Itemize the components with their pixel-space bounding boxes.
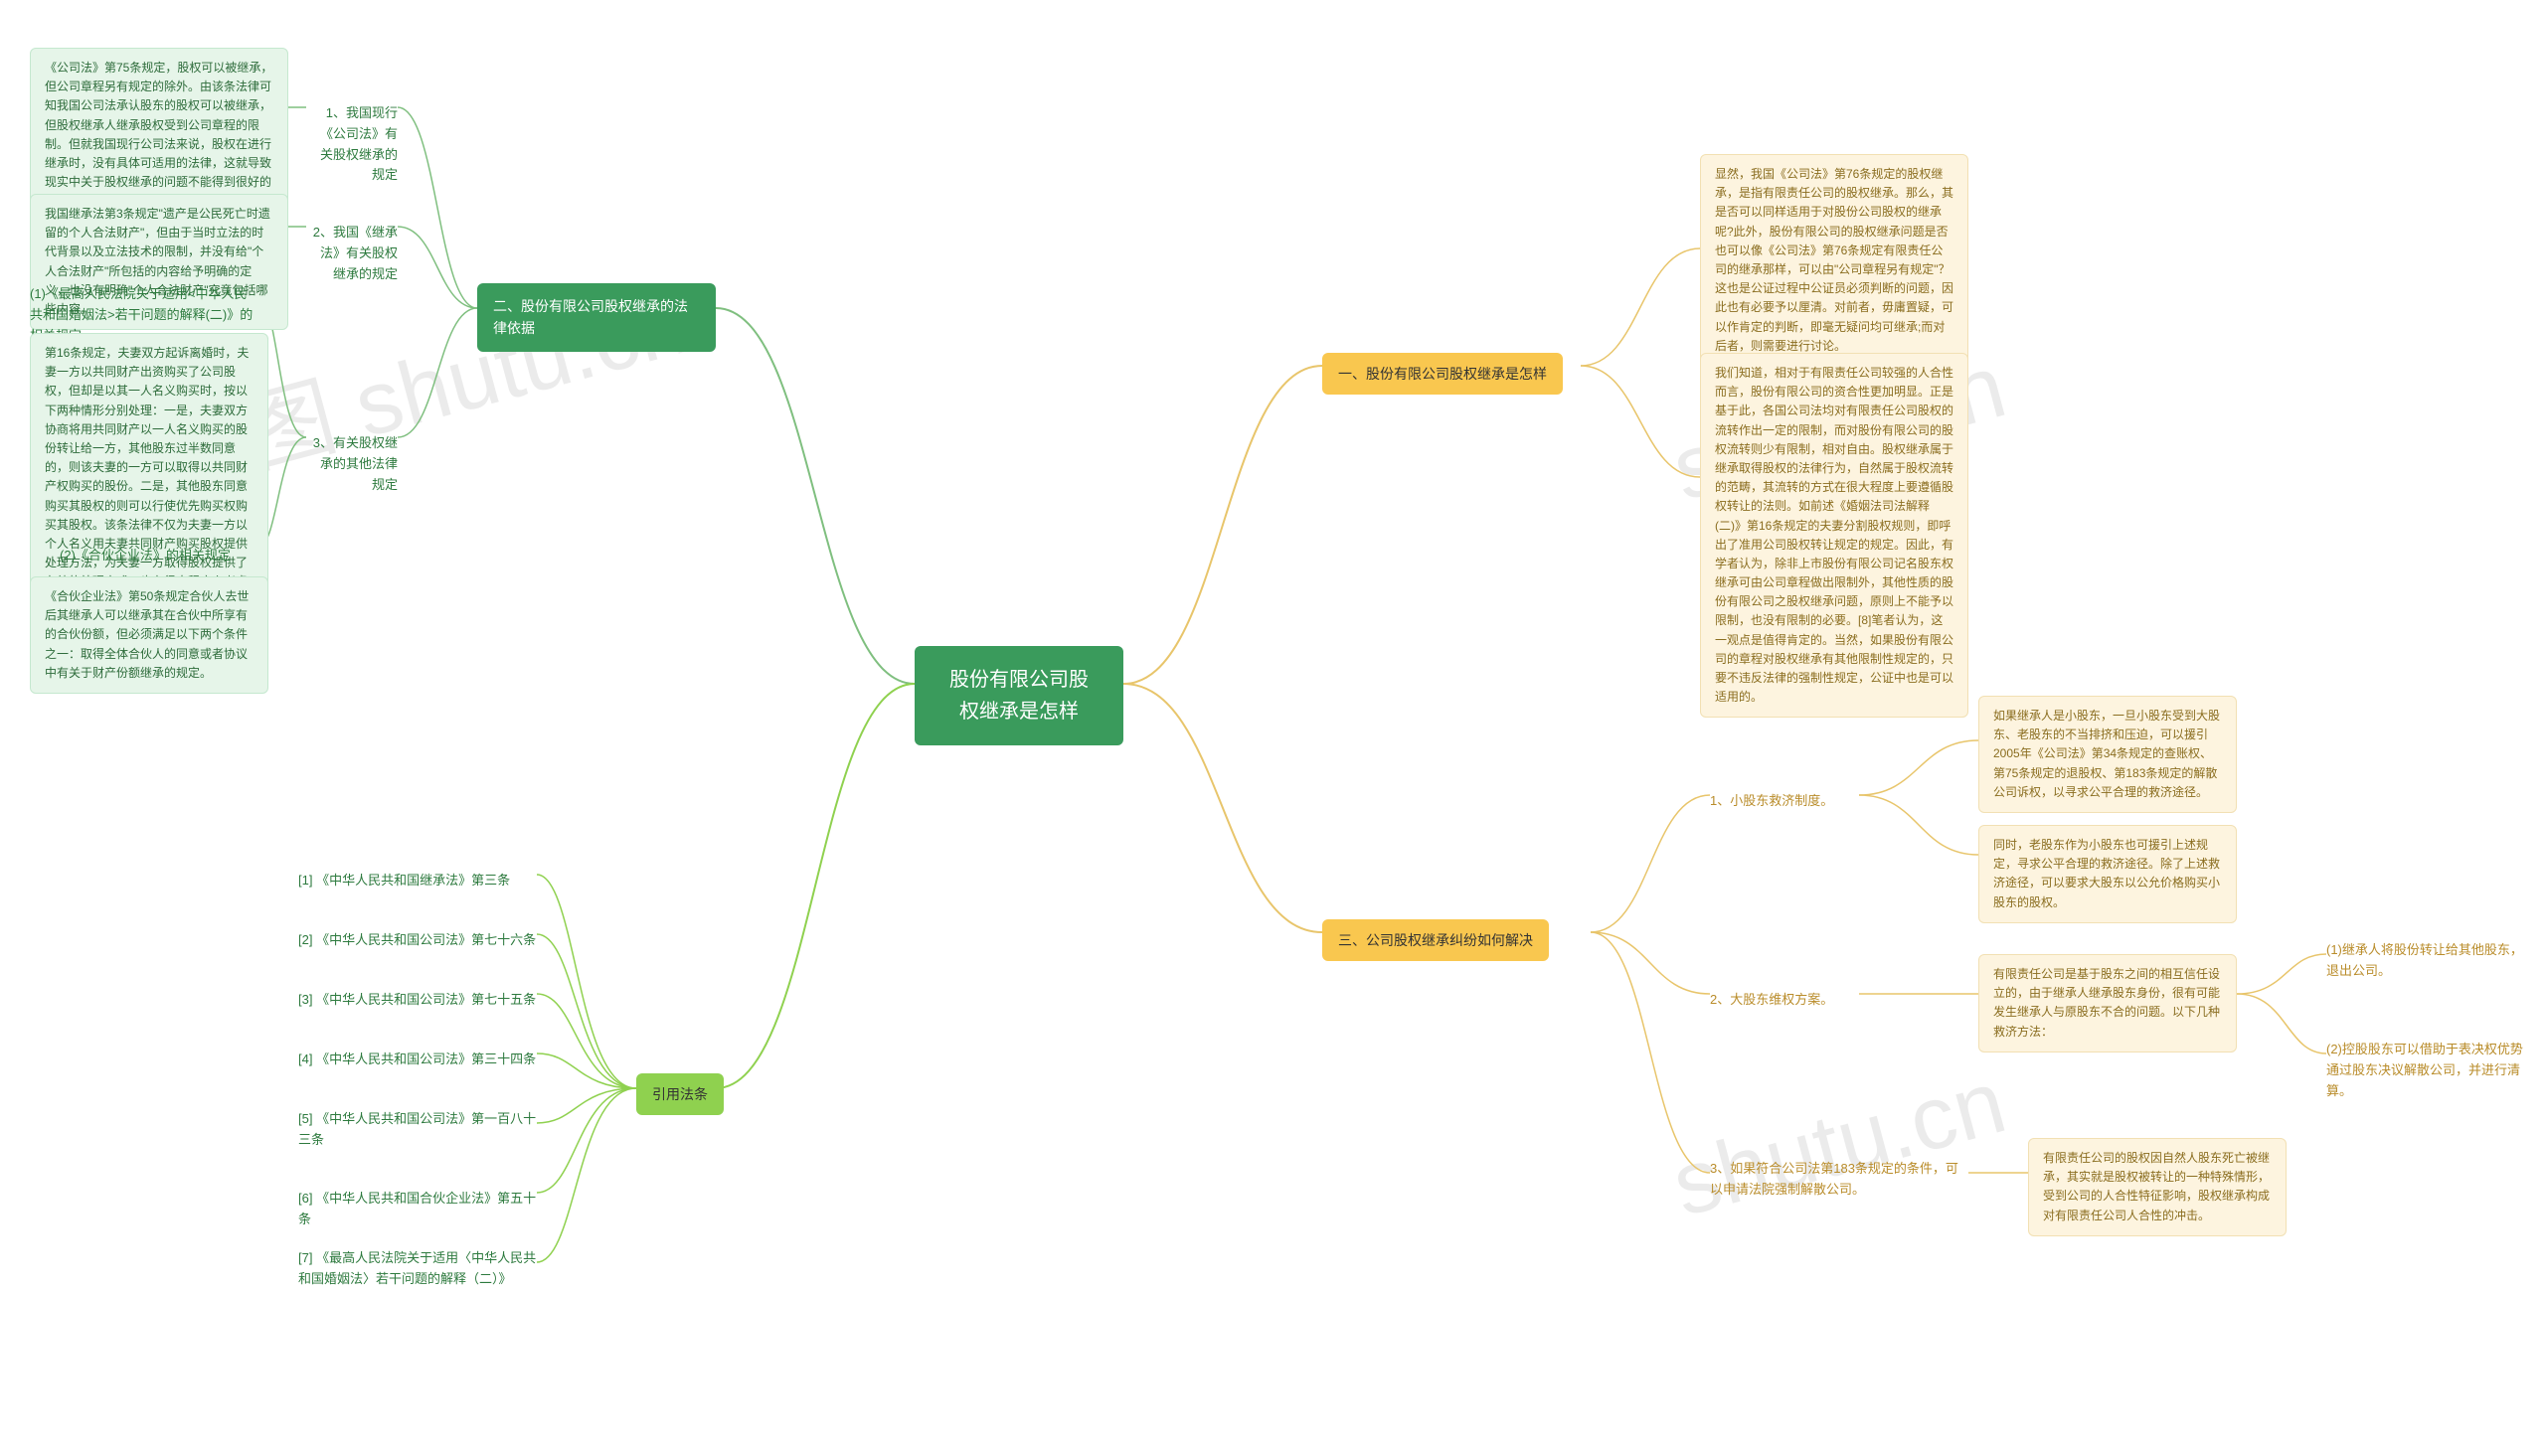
law-item-7: [7] 《最高人民法院关于适用〈中华人民共和国婚姻法〉若干问题的解释（二）》 bbox=[298, 1242, 537, 1296]
branch3-item3-leaf: 有限责任公司的股权因自然人股东死亡被继承，其实就是股权被转让的一种特殊情形，受到… bbox=[2028, 1138, 2287, 1236]
law-item-4: [4] 《中华人民共和国公司法》第三十四条 bbox=[298, 1044, 537, 1076]
branch3-item3-label: 3、如果符合公司法第183条规定的条件，可以申请法院强制解散公司。 bbox=[1710, 1153, 1968, 1207]
label-text: 2、我国《继承法》有关股权继承的规定 bbox=[313, 225, 398, 281]
law-item-1: [1] 《中华人民共和国继承法》第三条 bbox=[298, 865, 537, 897]
branch2-item3-label: 3、有关股权继承的其他法律规定 bbox=[308, 427, 398, 501]
branch2-item1-label: 1、我国现行《公司法》有关股权继承的规定 bbox=[308, 97, 398, 192]
center-node: 股份有限公司股权继承是怎样 bbox=[915, 646, 1123, 745]
label-text: 1、我国现行《公司法》有关股权继承的规定 bbox=[320, 105, 398, 182]
branch3-title: 三、公司股权继承纠纷如何解决 bbox=[1322, 919, 1549, 961]
branch2-sub2-label: (2)《合伙企业法》的相关规定 bbox=[60, 540, 258, 572]
branch3-item2-intro: 有限责任公司是基于股东之间的相互信任设立的，由于继承人继承股东身份，很有可能发生… bbox=[1978, 954, 2237, 1052]
branch3-item2-label: 2、大股东维权方案。 bbox=[1710, 984, 1833, 1017]
branch3-item2-sub2: (2)控股股东可以借助于表决权优势通过股东决议解散公司，并进行清算。 bbox=[2326, 1034, 2535, 1107]
branch1-leaf-1: 显然，我国《公司法》第76条规定的股权继承，是指有限责任公司的股权继承。那么，其… bbox=[1700, 154, 1968, 367]
law-item-5: [5] 《中华人民共和国公司法》第一百八十三条 bbox=[298, 1103, 537, 1157]
laws-title: 引用法条 bbox=[636, 1073, 724, 1115]
branch3-item1-label: 1、小股东救济制度。 bbox=[1710, 785, 1833, 818]
branch1-title: 一、股份有限公司股权继承是怎样 bbox=[1322, 353, 1563, 395]
branch1-leaf-2: 我们知道，相对于有限责任公司较强的人合性而言，股份有限公司的资合性更加明显。正是… bbox=[1700, 353, 1968, 718]
law-item-3: [3] 《中华人民共和国公司法》第七十五条 bbox=[298, 984, 537, 1017]
branch2-title: 二、股份有限公司股权继承的法律依据 bbox=[477, 283, 716, 352]
branch2-sub2-leaf: 《合伙企业法》第50条规定合伙人去世后其继承人可以继承其在合伙中所享有的合伙份额… bbox=[30, 576, 268, 694]
law-item-2: [2] 《中华人民共和国公司法》第七十六条 bbox=[298, 924, 537, 957]
law-item-6: [6] 《中华人民共和国合伙企业法》第五十条 bbox=[298, 1183, 537, 1236]
watermark: shutu.cn bbox=[1662, 1052, 2015, 1238]
branch3-item2-sub1: (1)继承人将股份转让给其他股东，退出公司。 bbox=[2326, 934, 2535, 988]
branch3-item1-leaf1: 如果继承人是小股东，一旦小股东受到大股东、老股东的不当排挤和压迫，可以援引200… bbox=[1978, 696, 2237, 813]
branch2-item2-label: 2、我国《继承法》有关股权继承的规定 bbox=[308, 217, 398, 290]
branch3-item1-leaf2: 同时，老股东作为小股东也可援引上述规定，寻求公平合理的救济途径。除了上述救济途径… bbox=[1978, 825, 2237, 923]
label-text: 3、有关股权继承的其他法律规定 bbox=[313, 435, 398, 492]
